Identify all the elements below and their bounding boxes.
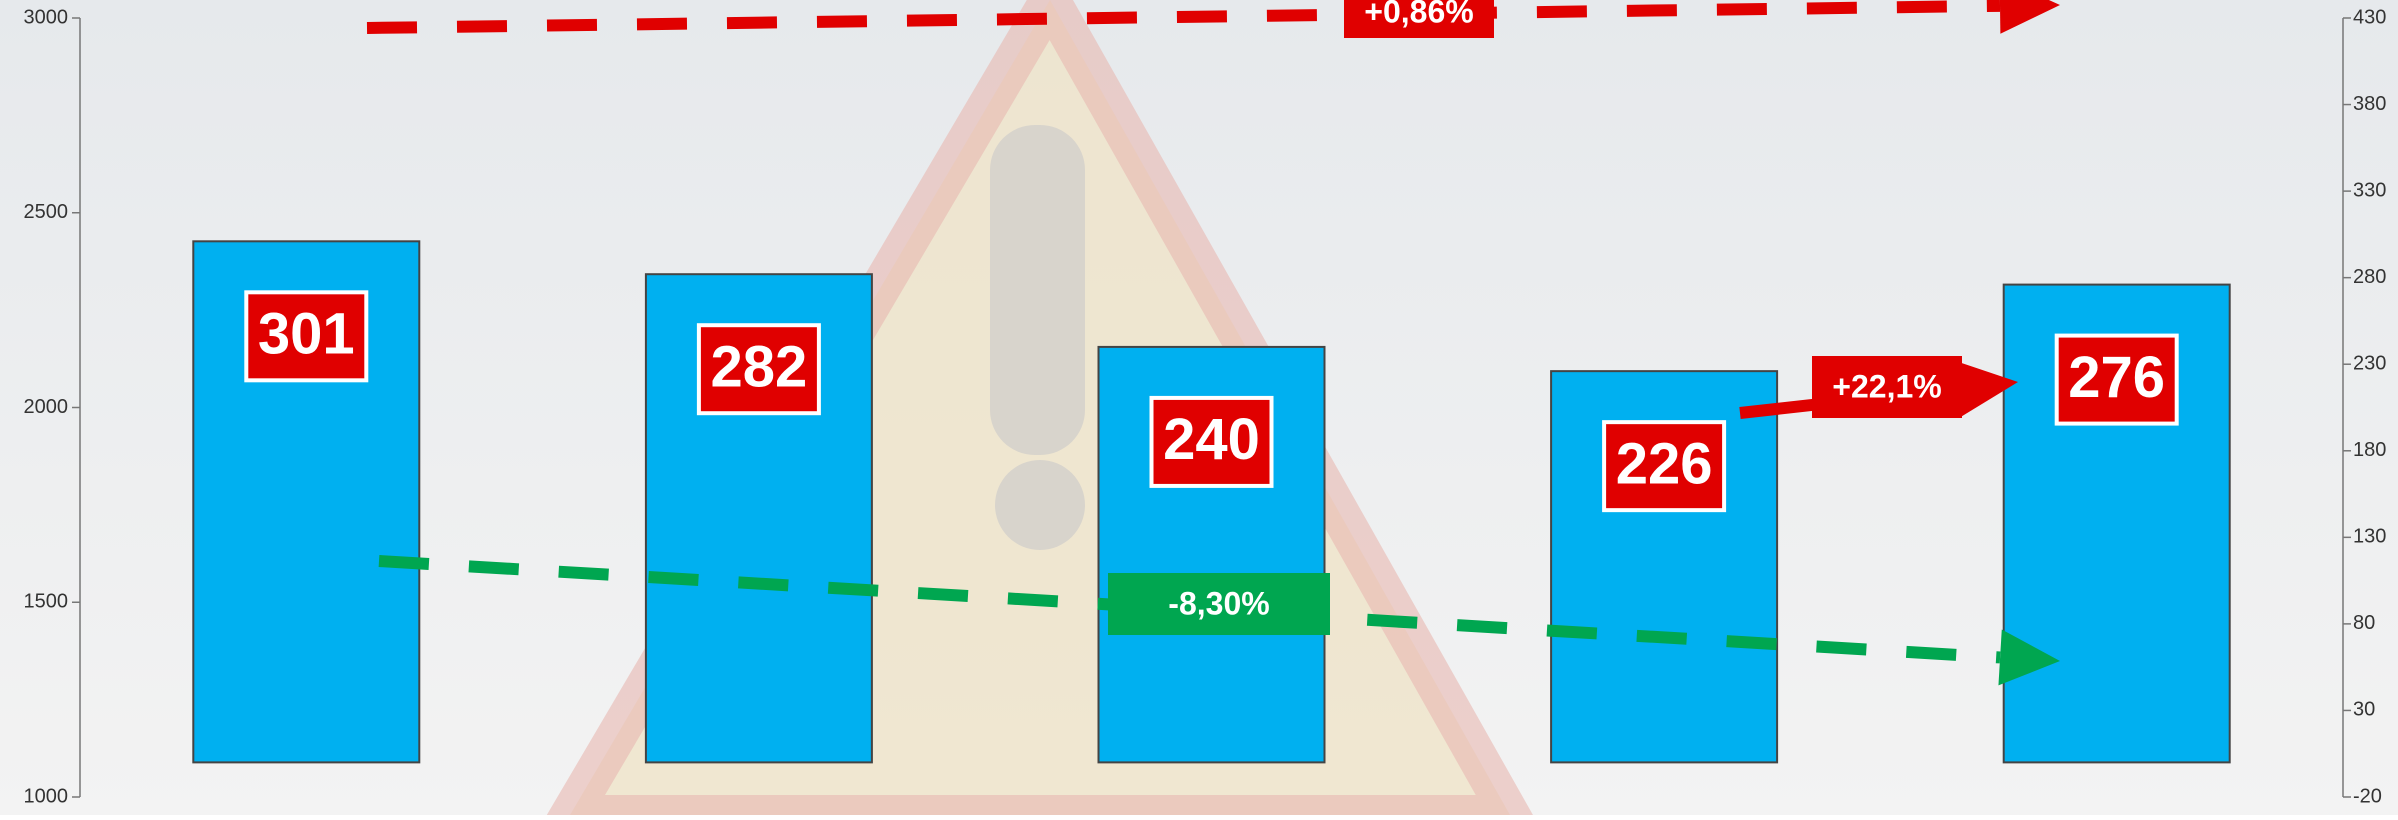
y2-tick-label: 330 (2353, 179, 2386, 201)
y2-tick-label: 180 (2353, 439, 2386, 461)
arrow-head (1955, 360, 2018, 417)
y2-tick-label: 430 (2353, 6, 2386, 28)
y2-tick-label: 380 (2353, 93, 2386, 115)
y2-tick-label: 280 (2353, 266, 2386, 288)
arrow-head (1999, 0, 2060, 34)
y2-tick-label: 30 (2353, 699, 2375, 721)
y-tick-label: 2500 (24, 201, 69, 223)
value-label-box (1149, 395, 1274, 488)
trend-arrow (366, 0, 2001, 34)
y2-tick-label: 130 (2353, 526, 2386, 548)
y-tick-label: 2000 (24, 396, 69, 418)
annotation: -8,30% (1168, 585, 1269, 621)
value-label: 301 (258, 302, 355, 367)
bar (2002, 283, 2231, 764)
annotation: +0,86% (1364, 0, 1473, 29)
value-label-box (244, 290, 369, 383)
annotation: +22,1% (1832, 368, 1941, 404)
arrow-head (1998, 629, 2060, 686)
annotation-box (1108, 573, 1330, 635)
value-label-box (696, 323, 821, 416)
value-label-box (1602, 420, 1727, 513)
warning-mark (990, 125, 1085, 455)
y2-tick-label: 230 (2353, 353, 2386, 375)
annotation-box (1344, 0, 1494, 38)
y2-tick-label: -20 (2353, 785, 2382, 807)
y-tick-label: 3000 (24, 6, 69, 28)
annotation-box (1812, 356, 1962, 418)
value-label: 240 (1163, 407, 1260, 472)
value-label: 226 (1616, 431, 1713, 496)
warning-dot (995, 460, 1085, 550)
y2-tick-label: 80 (2353, 612, 2375, 634)
y-tick-label: 1000 (24, 785, 69, 807)
value-label: 282 (711, 335, 808, 400)
value-label: 276 (2068, 345, 2165, 410)
value-label-box (2054, 333, 2179, 426)
y-tick-label: 1500 (24, 591, 69, 613)
